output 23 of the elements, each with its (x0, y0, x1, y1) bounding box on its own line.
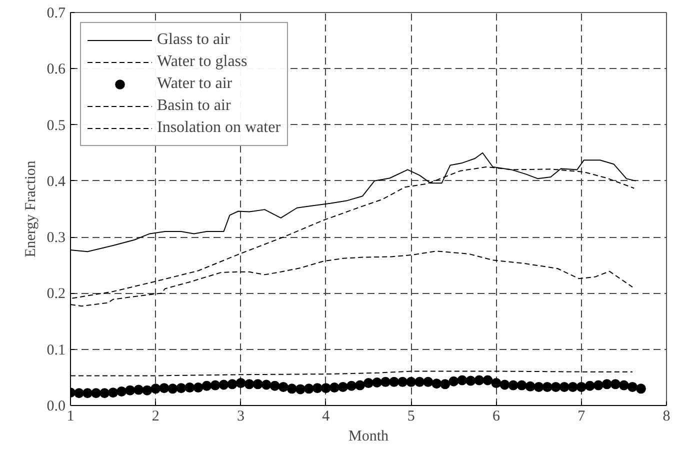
x-tick-label: 2 (152, 408, 160, 424)
y-tick-label: 0.7 (46, 6, 66, 22)
y-tick-label: 0.0 (46, 398, 66, 414)
x-tick-label: 5 (407, 408, 415, 424)
y-tick-label: 0.3 (46, 230, 66, 246)
y-tick-label: 0.1 (46, 342, 66, 358)
y-tick-label: 0.6 (46, 62, 66, 78)
legend-label: Water to glass (157, 52, 248, 72)
legend-label: Basin to air (157, 96, 231, 116)
y-tick-label: 0.2 (46, 286, 66, 302)
y-axis-title: Energy Fraction (22, 160, 39, 258)
x-tick-label: 1 (66, 408, 74, 424)
y-tick-label: 0.4 (46, 174, 66, 190)
legend-label: Glass to air (157, 30, 230, 50)
x-tick-label: 8 (662, 408, 670, 424)
x-axis-title: Month (348, 428, 389, 444)
x-tick-label: 6 (492, 408, 500, 424)
legend-label: Water to air (157, 74, 232, 94)
x-tick-label: 7 (578, 408, 586, 424)
x-tick-label: 3 (237, 408, 245, 424)
x-tick-label: 4 (322, 408, 330, 424)
legend-label: Insolation on water (157, 118, 281, 138)
y-tick-label: 0.5 (46, 118, 66, 134)
